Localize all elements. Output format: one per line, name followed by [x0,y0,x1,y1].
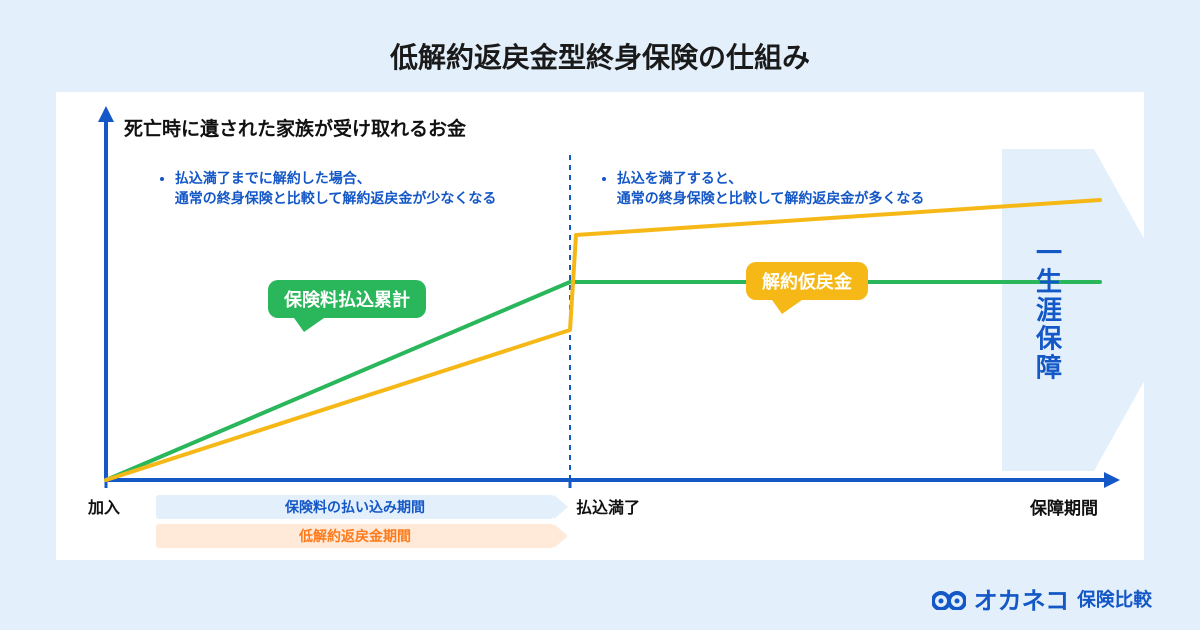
badge-yellow-label: 解約仮戻金 [762,272,852,292]
note-left: 払込満了までに解約した場合、 通常の終身保険と比較して解約返戻金が少なくなる [158,168,496,210]
brand-text-primary: オカネコ [974,581,1070,616]
note-right-line2: 通常の終身保険と比較して解約返戻金が多くなる [617,190,925,206]
note-right: 払込を満了すると、 通常の終身保険と比較して解約返戻金が多くなる [600,168,924,210]
period-bar-blue: 保険料の払い込み期間 [156,495,554,519]
x-axis-label: 保障期間 [1030,494,1098,519]
period-bar-orange-label: 低解約返戻金期間 [299,526,411,546]
note-left-line1: 払込満了までに解約した場合、 [175,170,371,186]
axes [98,106,1120,488]
series-green-line [106,282,1100,480]
brand-logo-icon [932,588,966,610]
x-mid-label: 払込満了 [576,494,640,518]
badge-green: 保険料払込累計 [268,280,426,318]
brand-text-secondary: 保険比較 [1077,585,1152,612]
y-axis-label: 死亡時に遺された家族が受け取れるお金 [124,114,466,141]
lifetime-arrow-label: 一生涯保障 [1030,239,1067,382]
badge-green-label: 保険料払込累計 [284,290,410,310]
footer-brand: オカネコ 保険比較 [932,581,1152,616]
note-left-line2: 通常の終身保険と比較して解約返戻金が少なくなる [175,190,497,206]
period-bar-orange: 低解約返戻金期間 [156,524,554,548]
badge-yellow: 解約仮戻金 [746,262,868,300]
series-yellow-line [106,200,1100,480]
period-bar-blue-label: 保険料の払い込み期間 [285,497,425,517]
x-origin-label: 加入 [88,494,120,518]
lifetime-arrow: 一生涯保障 [1002,149,1094,471]
note-right-line1: 払込を満了すると、 [617,170,742,186]
